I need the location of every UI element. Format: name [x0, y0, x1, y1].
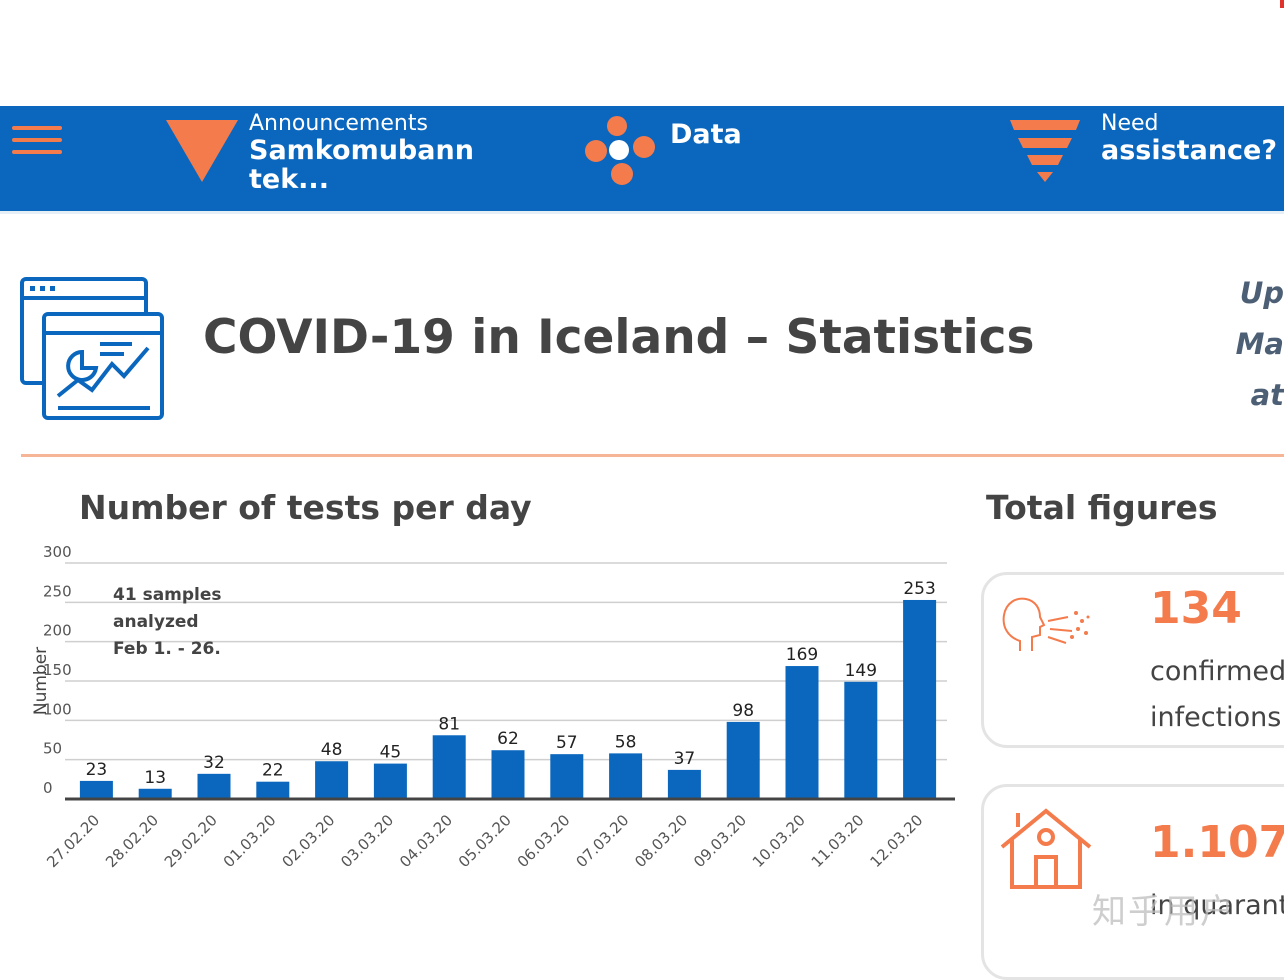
quarantine-card: 1.107 in quarant [981, 784, 1284, 980]
label-line: infections [1150, 702, 1282, 733]
bar-value-label: 81 [438, 714, 460, 734]
chart-title: Number of tests per day [79, 488, 532, 527]
bar [609, 753, 643, 799]
bar-value-label: 57 [556, 733, 578, 753]
bar [256, 781, 290, 799]
bar-value-label: 13 [144, 768, 166, 788]
nav-announcements[interactable]: Announcements Samkomubann tek... [166, 106, 496, 211]
person-sneezing-icon [1002, 597, 1090, 651]
tests-per-day-bar-chart: 0 50 100 150 200 250 300 Number 23 27.02.20 13 28.0… [31, 543, 955, 871]
chart-annotation-line: analyzed [113, 612, 199, 632]
chart-annotation-line: 41 samples [113, 585, 222, 605]
bar-value-label: 169 [786, 645, 818, 665]
data-molecule-icon [585, 116, 655, 185]
y-tick-label: 200 [43, 622, 72, 640]
funnel-icon [1010, 120, 1080, 182]
watermark: 知乎用户 [1092, 892, 1236, 932]
bar-value-label: 32 [203, 753, 225, 773]
corner-mark [1280, 0, 1284, 8]
updated-line: at [1250, 378, 1284, 412]
bar-value-label: 48 [321, 740, 343, 760]
last-updated-note: Up Ma at [1218, 268, 1284, 421]
x-tick-label: 11.03.20 [808, 811, 868, 871]
chart-annotation-line: Feb 1. - 26. [113, 639, 221, 659]
menu-hamburger-icon[interactable] [12, 126, 62, 162]
bar-value-label: 37 [674, 749, 696, 769]
x-tick-label: 07.03.20 [572, 811, 632, 871]
y-axis-label: Number [31, 647, 51, 715]
bar [432, 735, 466, 799]
updated-line: Up [1239, 276, 1284, 310]
bar [197, 773, 231, 799]
nav-assistance-headline: assistance? [1101, 135, 1278, 166]
x-tick-label: 06.03.20 [514, 811, 574, 871]
bar [373, 763, 407, 799]
top-strip [0, 0, 1284, 106]
nav-assistance[interactable]: Need assistance? [1010, 106, 1284, 211]
quarantine-label: in quarant [1150, 890, 1284, 921]
y-tick-label: 100 [43, 700, 72, 718]
y-tick-label: 150 [43, 661, 72, 679]
page-title: COVID-19 in Iceland – Statistics [203, 310, 1035, 365]
bar [903, 599, 937, 799]
x-tick-label: 01.03.20 [220, 811, 280, 871]
x-tick-label: 02.03.20 [278, 811, 338, 871]
bar [79, 780, 113, 799]
bar [667, 769, 701, 799]
confirmed-count: 134 [1150, 583, 1242, 634]
x-tick-label: 05.03.20 [455, 811, 515, 871]
bar-value-label: 23 [86, 760, 108, 780]
nav-data-label: Data [670, 119, 742, 150]
y-tick-label: 250 [43, 582, 72, 600]
nav-announcements-label: Announcements [249, 111, 428, 136]
statistics-dashboard-icon [20, 277, 164, 420]
triangle-down-icon [166, 120, 238, 182]
bar-value-label: 22 [262, 761, 284, 781]
bar [315, 761, 349, 799]
bar [844, 681, 878, 799]
main-nav: Announcements Samkomubann tek... Data Ne… [0, 106, 1284, 214]
bar-value-label: 253 [903, 579, 935, 599]
y-tick-label: 300 [43, 543, 72, 561]
x-tick-label: 27.02.20 [43, 811, 103, 871]
bar-value-label: 45 [380, 743, 402, 763]
confirmed-infections-card: 134 confirmed infections [981, 572, 1284, 748]
x-tick-label: 29.02.20 [161, 811, 221, 871]
totals-title: Total figures [986, 488, 1218, 527]
bar [138, 788, 172, 799]
bar-value-label: 149 [845, 661, 877, 681]
updated-line: Ma [1235, 327, 1284, 361]
x-tick-label: 28.02.20 [102, 811, 162, 871]
x-tick-label: 08.03.20 [631, 811, 691, 871]
confirmed-label: confirmed infections [1150, 649, 1284, 741]
section-divider [21, 454, 1284, 457]
x-tick-label: 12.03.20 [866, 811, 926, 871]
quarantine-count: 1.107 [1150, 817, 1284, 868]
x-tick-label: 09.03.20 [690, 811, 750, 871]
y-tick-label: 50 [43, 740, 62, 758]
bar [785, 666, 819, 799]
nav-data[interactable]: Data [584, 106, 784, 211]
house-icon [1000, 808, 1092, 889]
nav-assistance-label: Need [1101, 111, 1159, 136]
bar [550, 754, 584, 799]
y-tick-label: 0 [43, 779, 53, 797]
bar-value-label: 98 [732, 701, 754, 721]
bar-value-label: 62 [497, 729, 519, 749]
bar [491, 750, 525, 799]
x-tick-label: 04.03.20 [396, 811, 456, 871]
bar [726, 721, 760, 799]
x-tick-label: 10.03.20 [749, 811, 809, 871]
nav-announcements-headline: Samkomubann tek... [249, 135, 474, 195]
bar-value-label: 58 [615, 732, 637, 752]
label-line: confirmed [1150, 656, 1284, 687]
x-tick-label: 03.03.20 [337, 811, 397, 871]
